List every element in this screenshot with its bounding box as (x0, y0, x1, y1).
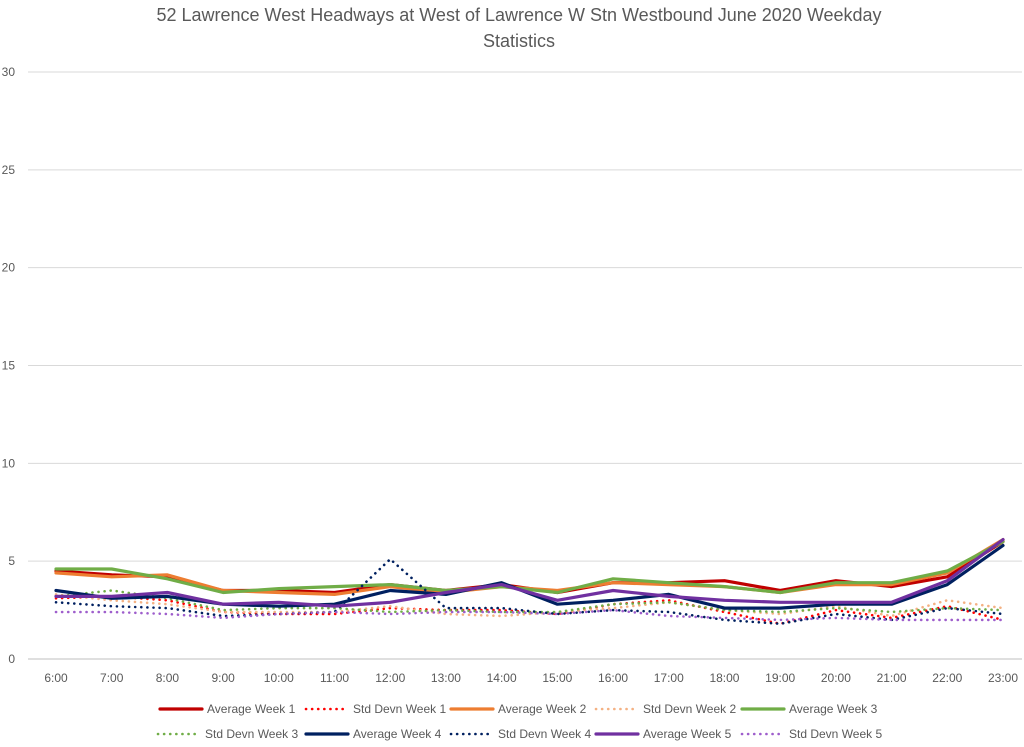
series-line-std-devn-week-3 (54, 589, 1005, 614)
x-tick-label: 15:00 (542, 671, 572, 685)
legend-label: Average Week 5 (643, 727, 732, 741)
x-tick-label: 22:00 (932, 671, 962, 685)
x-tick-label: 19:00 (765, 671, 795, 685)
x-tick-label: 23:00 (988, 671, 1018, 685)
legend-label: Average Week 1 (207, 702, 296, 716)
x-tick-label: 20:00 (821, 671, 851, 685)
x-tick-label: 14:00 (487, 671, 517, 685)
legend-label: Std Devn Week 4 (498, 727, 591, 741)
legend-label: Average Week 2 (498, 702, 587, 716)
y-tick-label: 15 (2, 359, 16, 373)
legend-label: Average Week 4 (353, 727, 442, 741)
series-line-std-devn-week-5 (54, 608, 1005, 622)
legend-label: Std Devn Week 2 (643, 702, 736, 716)
y-tick-label: 25 (2, 163, 16, 177)
x-tick-label: 13:00 (431, 671, 461, 685)
y-axis-ticks: 0 5 10 15 20 25 30 (2, 65, 16, 666)
x-tick-label: 12:00 (375, 671, 405, 685)
x-tick-label: 8:00 (156, 671, 180, 685)
x-tick-label: 18:00 (709, 671, 739, 685)
legend-label: Std Devn Week 5 (789, 727, 882, 741)
x-tick-label: 7:00 (100, 671, 124, 685)
x-tick-label: 10:00 (264, 671, 294, 685)
series-line-std-devn-week-4 (54, 557, 1005, 626)
series-line-average-week-5 (54, 537, 1005, 608)
legend-label: Std Devn Week 3 (205, 727, 298, 741)
legend-label: Std Devn Week 1 (353, 702, 446, 716)
y-tick-label: 30 (2, 65, 16, 79)
gridlines (28, 71, 1022, 660)
chart-title-line-2: Statistics (483, 31, 555, 51)
series-line-average-week-3 (54, 539, 1005, 595)
x-tick-label: 11:00 (320, 671, 349, 685)
chart-title-line-1: 52 Lawrence West Headways at West of Law… (156, 5, 881, 25)
legend-label: Average Week 3 (789, 702, 878, 716)
x-tick-label: 9:00 (211, 671, 235, 685)
x-tick-label: 17:00 (654, 671, 684, 685)
x-tick-label: 16:00 (598, 671, 628, 685)
series-lines (54, 537, 1005, 626)
legend: Average Week 1 Std Devn Week 1 Average Wee… (156, 702, 882, 741)
y-tick-label: 10 (2, 456, 16, 470)
y-tick-label: 5 (8, 554, 15, 568)
x-tick-label: 21:00 (877, 671, 907, 685)
y-tick-label: 0 (8, 652, 15, 666)
y-tick-label: 20 (2, 261, 16, 275)
x-tick-label: 6:00 (44, 671, 68, 685)
x-axis-ticks: 6:00 7:00 8:00 9:00 10:00 11:00 12:00 13:00 14:0… (44, 671, 1018, 685)
